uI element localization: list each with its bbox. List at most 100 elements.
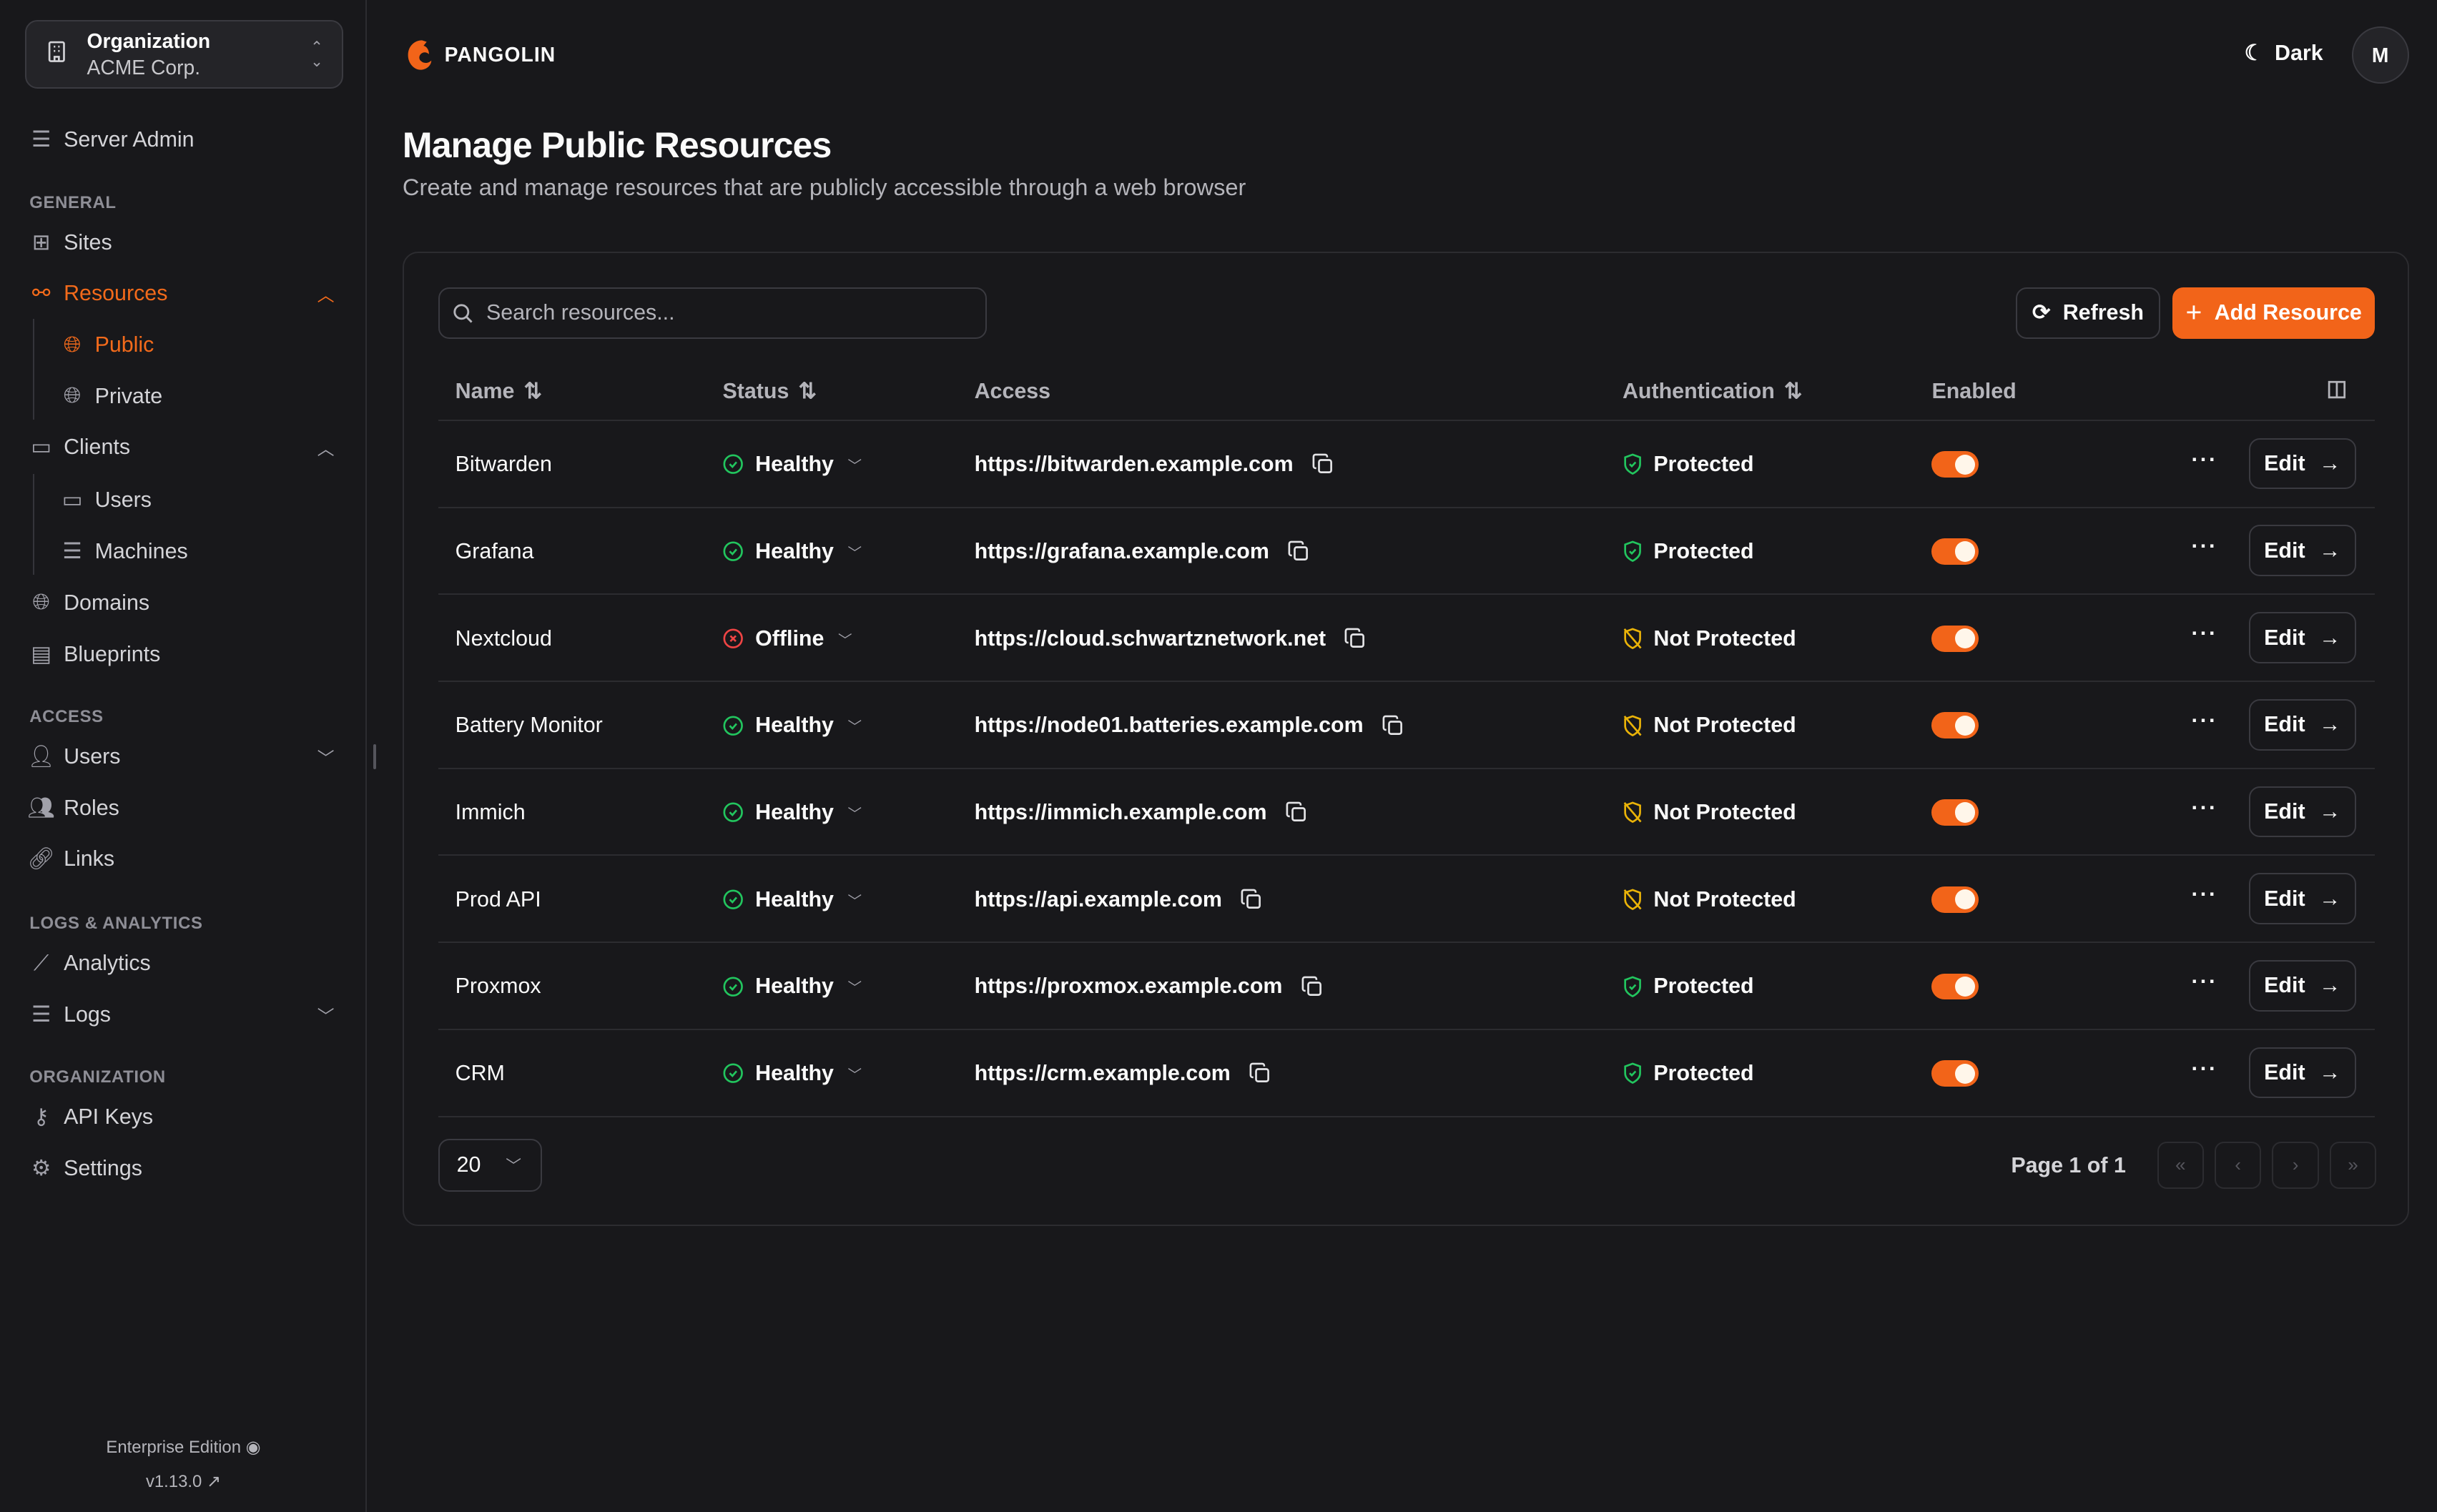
toggle-switch[interactable] — [1931, 799, 1979, 826]
sidebar-item-domains[interactable]: 🌐︎ Domains — [29, 584, 334, 621]
pangolin-logo[interactable]: PANGOLIN — [403, 37, 556, 71]
sidebar-item-machines[interactable]: ☰ Machines — [61, 533, 335, 570]
sidebar-item-roles[interactable]: 👥︎ Roles — [27, 789, 334, 826]
status-dropdown[interactable]: Offline ﹀ — [722, 595, 852, 682]
sidebar-item-resources[interactable]: ⚯ Resources ︿ — [29, 275, 335, 312]
copy-icon[interactable] — [1286, 801, 1307, 823]
enabled-toggle[interactable] — [1931, 769, 1979, 856]
access-url-text[interactable]: https://immich.example.com — [974, 800, 1267, 825]
status-dropdown[interactable]: Healthy ﹀ — [722, 1030, 862, 1117]
enabled-toggle[interactable] — [1931, 595, 1979, 682]
access-url-text[interactable]: https://grafana.example.com — [974, 538, 1269, 563]
edit-button[interactable]: Edit → — [2248, 1047, 2356, 1099]
first-page-button[interactable]: « — [2157, 1142, 2204, 1189]
page-size-select[interactable]: 20 ﹀ — [438, 1138, 543, 1192]
sidebar-item-client-users[interactable]: ▭ Users — [61, 482, 335, 519]
status-dropdown[interactable]: Healthy ﹀ — [722, 682, 862, 769]
page-size-value: 20 — [456, 1152, 481, 1177]
copy-icon[interactable] — [1301, 976, 1323, 997]
shield-off-icon — [1623, 628, 1643, 649]
enabled-toggle[interactable] — [1931, 1030, 1979, 1117]
sidebar-item-api-keys[interactable]: ⚷ API Keys — [29, 1099, 334, 1136]
copy-icon[interactable] — [1382, 715, 1404, 736]
org-switcher[interactable]: Organization ACME Corp. ⌃ ⌄ — [24, 20, 344, 89]
sidebar-item-users[interactable]: 👤︎ Users ﹀ — [27, 738, 334, 775]
enabled-toggle[interactable] — [1931, 682, 1979, 769]
column-authentication[interactable]: Authentication ⇅ — [1623, 379, 1802, 404]
sidebar-item-analytics[interactable]: ⟋ Analytics — [29, 944, 334, 982]
theme-toggle[interactable]: ☾ Dark — [2245, 41, 2323, 66]
column-label: Access — [974, 379, 1051, 404]
edition-link[interactable]: Enterprise Edition ◉ — [0, 1437, 367, 1458]
more-actions-icon[interactable]: ··· — [2191, 882, 2218, 907]
sidebar-item-links[interactable]: 🔗︎ Links — [27, 841, 334, 878]
copy-icon[interactable] — [1288, 540, 1309, 562]
last-page-button[interactable]: » — [2329, 1142, 2377, 1189]
columns-toggle-icon[interactable]: ◫ — [2326, 375, 2348, 400]
refresh-button[interactable]: ⟳ Refresh — [2015, 287, 2160, 339]
toggle-switch[interactable] — [1931, 973, 1979, 1000]
more-actions-icon[interactable]: ··· — [2191, 795, 2218, 820]
sidebar-resize-handle[interactable] — [373, 744, 376, 769]
add-resource-button[interactable]: + Add Resource — [2172, 287, 2375, 339]
copy-icon[interactable] — [1344, 628, 1366, 649]
moon-icon: ☾ — [2244, 40, 2264, 65]
more-actions-icon[interactable]: ··· — [2191, 534, 2218, 559]
table-row: CRM Healthy ﹀ https://crm.example.com Pro… — [438, 1030, 2375, 1117]
sidebar-item-sites[interactable]: ⊞ Sites — [29, 224, 334, 261]
status-dropdown[interactable]: Healthy ﹀ — [722, 856, 862, 943]
column-status[interactable]: Status ⇅ — [722, 379, 816, 404]
enabled-toggle[interactable] — [1931, 856, 1979, 943]
access-url-text[interactable]: https://cloud.schwartznetwork.net — [974, 626, 1326, 651]
edit-button[interactable]: Edit → — [2248, 960, 2356, 1012]
user-avatar[interactable]: M — [2351, 26, 2409, 84]
access-url-text[interactable]: https://bitwarden.example.com — [974, 452, 1294, 477]
enabled-toggle[interactable] — [1931, 421, 1979, 508]
copy-icon[interactable] — [1241, 889, 1262, 910]
refresh-icon: ⟳ — [2032, 300, 2051, 325]
column-name[interactable]: Name ⇅ — [456, 379, 542, 404]
access-url-text[interactable]: https://node01.batteries.example.com — [974, 713, 1364, 738]
toggle-switch[interactable] — [1931, 886, 1979, 913]
sidebar-item-clients[interactable]: ▭ Clients ︿ — [29, 429, 334, 466]
status-dropdown[interactable]: Healthy ﹀ — [722, 943, 862, 1030]
more-actions-icon[interactable]: ··· — [2191, 708, 2218, 733]
enabled-toggle[interactable] — [1931, 943, 1979, 1030]
check-circle-icon — [722, 540, 744, 562]
version-link[interactable]: v1.13.0 ↗ — [0, 1471, 367, 1492]
access-url-text[interactable]: https://crm.example.com — [974, 1061, 1231, 1086]
toggle-switch[interactable] — [1931, 1060, 1979, 1087]
status-dropdown[interactable]: Healthy ﹀ — [722, 508, 862, 596]
sidebar-item-server-admin[interactable]: ☰ Server Admin — [29, 122, 334, 159]
edit-button[interactable]: Edit → — [2248, 873, 2356, 925]
toggle-switch[interactable] — [1931, 625, 1979, 652]
search-input[interactable]: Search resources... — [438, 287, 987, 339]
toggle-switch[interactable] — [1931, 538, 1979, 565]
sidebar-item-settings[interactable]: ⚙ Settings — [29, 1150, 334, 1187]
edit-button[interactable]: Edit → — [2248, 525, 2356, 577]
prev-page-button[interactable]: ‹ — [2215, 1142, 2262, 1189]
toggle-switch[interactable] — [1931, 451, 1979, 478]
edit-button[interactable]: Edit → — [2248, 438, 2356, 490]
enabled-toggle[interactable] — [1931, 508, 1979, 596]
more-actions-icon[interactable]: ··· — [2191, 1056, 2218, 1081]
more-actions-icon[interactable]: ··· — [2191, 621, 2218, 646]
access-url-text[interactable]: https://proxmox.example.com — [974, 974, 1283, 999]
status-dropdown[interactable]: Healthy ﹀ — [722, 769, 862, 856]
more-actions-icon[interactable]: ··· — [2191, 969, 2218, 994]
edit-button[interactable]: Edit → — [2248, 786, 2356, 838]
edit-button[interactable]: Edit → — [2248, 612, 2356, 663]
sidebar-item-private[interactable]: 🌐︎ Private — [61, 377, 335, 415]
status-dropdown[interactable]: Healthy ﹀ — [722, 421, 862, 508]
next-page-button[interactable]: › — [2272, 1142, 2319, 1189]
more-actions-icon[interactable]: ··· — [2191, 447, 2218, 472]
edit-button[interactable]: Edit → — [2248, 698, 2356, 751]
copy-icon[interactable] — [1312, 453, 1334, 475]
access-url-text[interactable]: https://api.example.com — [974, 886, 1222, 911]
sidebar-item-blueprints[interactable]: ▤ Blueprints — [29, 636, 334, 673]
sidebar-item-logs[interactable]: ☰ Logs ﹀ — [29, 996, 335, 1033]
toggle-switch[interactable] — [1931, 712, 1979, 739]
sidebar-item-public[interactable]: 🌐︎ Public — [61, 326, 335, 363]
copy-icon[interactable] — [1249, 1062, 1271, 1084]
auth-label: Protected — [1653, 538, 1754, 563]
